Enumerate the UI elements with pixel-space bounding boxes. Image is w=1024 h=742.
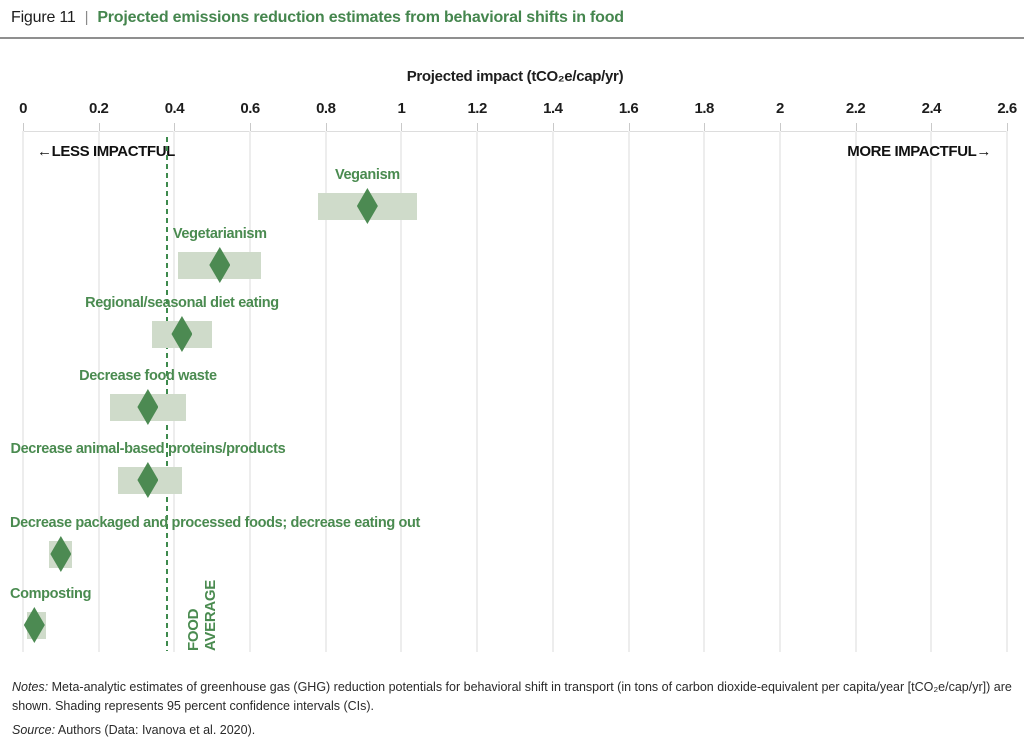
figure-number: Figure 11 (11, 9, 76, 26)
source-label: Source: (12, 723, 56, 737)
x-tick-mark (325, 123, 327, 131)
row-label: Decrease animal-based proteins/products (10, 441, 286, 457)
gridline (324, 131, 327, 652)
header-divider (0, 37, 1024, 39)
estimate-diamond (23, 607, 45, 643)
gridline (173, 131, 176, 652)
estimate-diamond (356, 188, 378, 224)
x-tick-mark (250, 123, 252, 131)
x-tick-label: 0.4 (164, 100, 185, 117)
gridline (551, 131, 554, 652)
x-tick-mark (98, 123, 100, 131)
source-text: Source: Authors (Data: Ivanova et al. 20… (12, 723, 256, 737)
estimate-diamond (137, 462, 159, 498)
row-label: Regional/seasonal diet eating (85, 295, 279, 311)
estimate-diamond (171, 316, 193, 352)
less-impactful-annotation: ←LESS IMPACTFUL (37, 143, 175, 160)
x-tick-mark (704, 123, 706, 131)
figure-header: Figure 11 | Projected emissions reductio… (11, 9, 624, 27)
x-tick-label: 1.4 (543, 100, 563, 117)
food-average-label: FOOD AVERAGE (184, 580, 219, 651)
estimate-diamond (209, 247, 231, 283)
row-label: Decrease packaged and processed foods; d… (10, 515, 421, 531)
estimate-diamond (50, 536, 72, 572)
x-tick-mark (174, 123, 176, 131)
x-tick-mark (23, 123, 24, 131)
figure-footer: Notes: Meta-analytic estimates of greenh… (12, 678, 1014, 740)
x-tick-label: 1.2 (467, 100, 487, 117)
x-tick-label: 0.8 (316, 100, 336, 117)
x-tick-label: 1.6 (618, 100, 639, 117)
x-tick-label: 0.6 (240, 100, 260, 117)
x-axis-title: Projected impact (tCO₂e/cap/yr) (406, 68, 624, 85)
x-tick-label: 1 (397, 100, 406, 117)
x-tick-mark (477, 123, 479, 131)
gridline (249, 131, 252, 652)
row-label: Veganism (334, 167, 400, 183)
x-tick-mark (931, 123, 933, 131)
header-separator: | (84, 9, 89, 26)
x-tick-label: 2.6 (997, 100, 1017, 117)
figure-title: Projected emissions reduction estimates … (97, 9, 624, 26)
x-tick-mark (552, 123, 554, 131)
notes-text: Notes: Meta-analytic estimates of greenh… (12, 680, 1012, 713)
more-impactful-annotation: MORE IMPACTFUL→ (847, 143, 991, 160)
x-tick-mark (855, 123, 857, 131)
x-tick-label: 0 (19, 100, 27, 117)
row-label: Composting (10, 586, 92, 602)
gridline (778, 131, 781, 652)
estimate-diamond (137, 389, 159, 425)
x-tick-mark (628, 123, 630, 131)
row-label: Vegetarianism (172, 226, 267, 242)
gridline (1006, 131, 1008, 652)
gridline (930, 131, 933, 652)
x-tick-label: 2 (776, 100, 784, 117)
gridline (627, 131, 630, 652)
x-tick-mark (1007, 123, 1008, 131)
gridline (400, 131, 403, 652)
x-tick-label: 0.2 (89, 100, 109, 117)
axis-baseline (23, 131, 1007, 132)
x-tick-label: 2.4 (921, 100, 942, 117)
x-tick-mark (401, 123, 403, 131)
gridline (97, 131, 100, 652)
row-label: Decrease food waste (79, 368, 217, 384)
notes-label: Notes: (12, 680, 49, 694)
x-tick-label: 1.8 (694, 100, 715, 117)
gridline (703, 131, 706, 652)
x-tick-label: 2.2 (845, 100, 866, 117)
gridline (854, 131, 857, 652)
gridline (476, 131, 479, 652)
gridline (22, 131, 24, 652)
x-tick-mark (779, 123, 781, 131)
